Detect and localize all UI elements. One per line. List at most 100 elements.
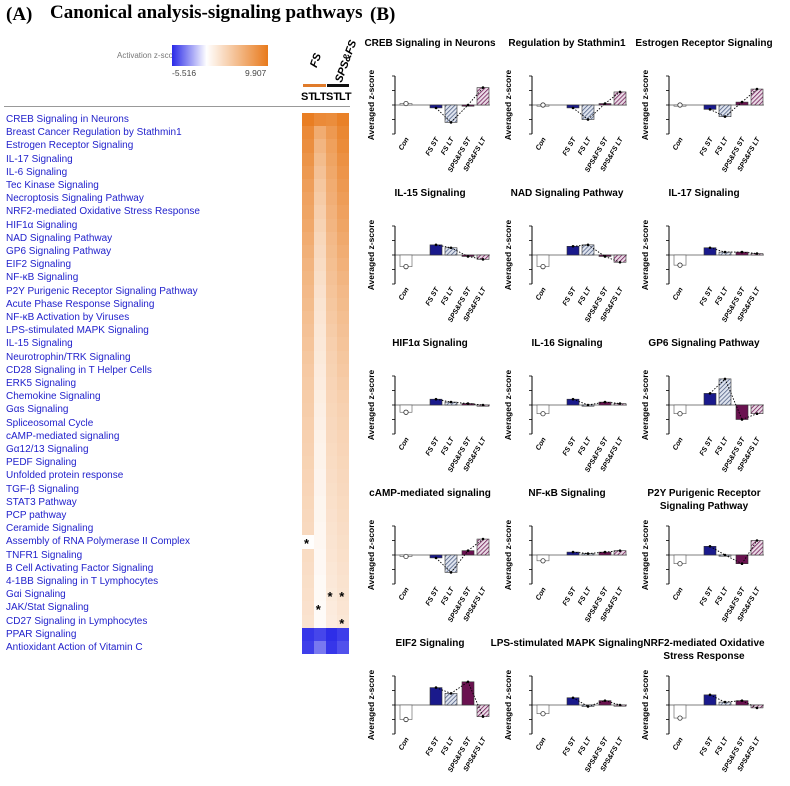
- heatmap-cell: [313, 324, 326, 338]
- heatmap-cell: [302, 561, 314, 575]
- heatmap-cell: [302, 548, 314, 562]
- pathway-label: cAMP-mediated signaling: [6, 430, 120, 442]
- data-point: [723, 700, 727, 704]
- bar: [444, 104, 458, 123]
- x-tick-label: FS LT: [440, 136, 456, 157]
- heatmap-cell: [302, 165, 314, 179]
- heatmap-cell: [313, 535, 326, 549]
- pathway-label: NRF2-mediated Oxidative Stress Response: [6, 206, 200, 218]
- heatmap-cell: [325, 429, 338, 443]
- trend-line: [604, 401, 621, 404]
- heatmap-cell: [313, 231, 326, 245]
- data-point: [740, 100, 744, 104]
- x-tick-label: FS LT: [714, 286, 730, 307]
- heatmap-cell: [325, 641, 338, 655]
- heatmap-cell: [302, 284, 314, 298]
- heatmap-cell: [313, 126, 326, 140]
- bar-chart: EIF2 Signaling Averaged z-score Con FS ST FS…: [366, 638, 490, 774]
- trend-line: [709, 247, 726, 253]
- heatmap-cell: [325, 192, 338, 206]
- heatmap-cell: [337, 271, 349, 285]
- pathway-label: NF-κB Signaling: [6, 272, 79, 284]
- group-bar-sps-fs: [327, 84, 349, 87]
- heatmap-cell: [313, 509, 326, 523]
- x-tick-label: FS ST: [699, 136, 715, 157]
- pathway-label: Tec Kinase Signaling: [6, 180, 99, 191]
- color-scale-bar: [172, 45, 268, 66]
- trend-line: [450, 104, 469, 123]
- chart-title: EIF2 Signaling: [396, 638, 465, 649]
- data-point: [586, 403, 590, 407]
- heatmap-cell: [337, 509, 349, 523]
- data-point: [603, 550, 607, 554]
- data-point: [571, 397, 575, 401]
- data-point: [466, 255, 470, 258]
- significance-star: *: [339, 615, 345, 631]
- pathway-label: Neurotrophin/TRK Signaling: [6, 351, 131, 363]
- data-point: [740, 250, 744, 254]
- heatmap-cell: [302, 601, 314, 615]
- x-tick-label: Con: [535, 287, 548, 302]
- heatmap-cell: [325, 152, 338, 166]
- x-tick-label: FS LT: [577, 586, 593, 607]
- data-point: [618, 402, 622, 405]
- trend-line: [724, 378, 743, 420]
- pathway-label: IL-15 Signaling: [6, 338, 73, 350]
- heatmap-cell: [313, 561, 326, 575]
- col-label-sps-st: ST: [326, 91, 341, 103]
- trend-line: [724, 554, 743, 565]
- heatmap-cell: [325, 403, 338, 417]
- heatmap-cell: [337, 152, 349, 166]
- chart-title: NRF2-mediated Oxidative: [643, 638, 765, 649]
- data-point: [603, 255, 607, 258]
- bar: [750, 88, 764, 106]
- pathway-label: GP6 Signaling Pathway: [6, 246, 112, 257]
- heatmap-cell: [302, 390, 314, 404]
- bar: [581, 104, 595, 120]
- pathway-label: Necroptosis Signaling Pathway: [6, 193, 144, 205]
- heatmap-cell: [313, 297, 326, 311]
- heatmap-cell: [337, 126, 349, 140]
- x-tick-label: FS ST: [562, 736, 578, 757]
- heatmap-cell: [302, 311, 314, 325]
- heatmap-cell: [302, 218, 314, 232]
- pathway-label: Acute Phase Response Signaling: [6, 298, 155, 310]
- heatmap-cell: [302, 337, 314, 351]
- heatmap-cell: [302, 535, 314, 549]
- trend-line: [604, 256, 621, 263]
- heatmap-cell: [337, 337, 349, 351]
- chart-title: Regulation by Stathmin1: [508, 38, 626, 49]
- trend-line: [467, 87, 484, 106]
- heatmap-cell: [302, 377, 314, 391]
- y-axis-label: Averaged z-score: [640, 519, 650, 590]
- heatmap-cell: [313, 548, 326, 562]
- heatmap-cell: [302, 363, 314, 377]
- heatmap-cell: [313, 139, 326, 153]
- col-label-fs-st: ST: [301, 91, 316, 103]
- data-point: [449, 246, 453, 250]
- heatmap-cell: [337, 575, 349, 589]
- bar-chart: CREB Signaling in Neurons Averaged z-scor…: [364, 38, 496, 174]
- data-point: [586, 118, 590, 121]
- heatmap-cell: [313, 641, 326, 655]
- heatmap-cell: [313, 311, 326, 325]
- pathway-label: Estrogen Receptor Signaling: [6, 140, 134, 152]
- bar: [703, 393, 717, 406]
- data-point: [603, 400, 607, 404]
- x-tick-label: FS ST: [562, 286, 578, 307]
- x-tick-label: FS ST: [425, 736, 441, 757]
- data-point: [708, 392, 712, 395]
- bar: [703, 546, 717, 556]
- heatmap-cell: [337, 614, 349, 628]
- heatmap-cell: [325, 495, 338, 509]
- heatmap-cell: [337, 641, 349, 655]
- heatmap-cell: [313, 205, 326, 219]
- col-label-fs-lt: LT: [314, 91, 327, 103]
- heatmap-cell: [302, 416, 314, 430]
- bar-chart: P2Y Purigenic Receptor Signaling Pathway A…: [640, 488, 764, 624]
- y-axis-label: Averaged z-score: [503, 369, 513, 440]
- chart-title: cAMP-mediated signaling: [369, 488, 491, 499]
- bar: [613, 91, 627, 106]
- data-point: [540, 102, 546, 108]
- heatmap-cell: [313, 443, 326, 457]
